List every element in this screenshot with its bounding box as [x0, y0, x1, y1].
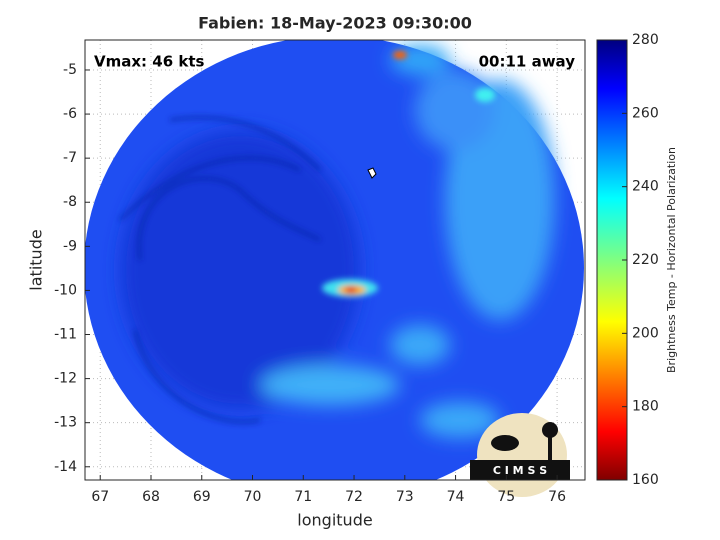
y-tick-label: -11 [54, 327, 77, 343]
y-tick-label: -8 [63, 194, 77, 210]
y-tick-label: -10 [54, 282, 77, 298]
x-tick-label: 68 [142, 489, 160, 505]
cimss-logo: C I M S S [470, 413, 570, 497]
chart-title: Fabien: 18-May-2023 09:30:00 [198, 14, 472, 33]
x-tick-label: 67 [91, 489, 109, 505]
y-axis-label: latitude [27, 229, 46, 290]
x-tick-label: 69 [193, 489, 211, 505]
x-tick-label: 71 [294, 489, 312, 505]
annotation: 00:11 away [479, 53, 576, 71]
colorbar-tick-label: 160 [632, 472, 659, 488]
annotation: Vmax: 46 kts [94, 53, 204, 71]
logo-text: C I M S S [493, 464, 547, 477]
y-tick-label: -7 [63, 150, 77, 166]
y-tick-label: -14 [54, 459, 77, 475]
x-tick-label: 73 [396, 489, 414, 505]
x-tick-label: 75 [497, 489, 515, 505]
x-tick-label: 76 [548, 489, 566, 505]
x-axis-label: longitude [297, 511, 372, 530]
x-tick-label: 72 [345, 489, 363, 505]
colorbar-tick-label: 240 [632, 179, 659, 195]
colorbar-tick-label: 220 [632, 252, 659, 268]
x-tick-label: 74 [447, 489, 465, 505]
x-tick-label: 70 [244, 489, 262, 505]
colorbar-label: Brightness Temp - Horizontal Polarizatio… [665, 147, 678, 373]
colorbar-tick-label: 200 [632, 325, 659, 341]
colorbar-tick-label: 180 [632, 399, 659, 415]
y-tick-label: -6 [63, 106, 77, 122]
y-tick-label: -9 [63, 238, 77, 254]
y-tick-label: -5 [63, 62, 77, 78]
satellite-image [85, 40, 584, 480]
colorbar-tick-label: 280 [632, 32, 659, 48]
axes-frame [84, 39, 586, 481]
y-tick-label: -12 [54, 371, 77, 387]
colorbar-tick-label: 260 [632, 105, 659, 121]
y-tick-label: -13 [54, 415, 77, 431]
